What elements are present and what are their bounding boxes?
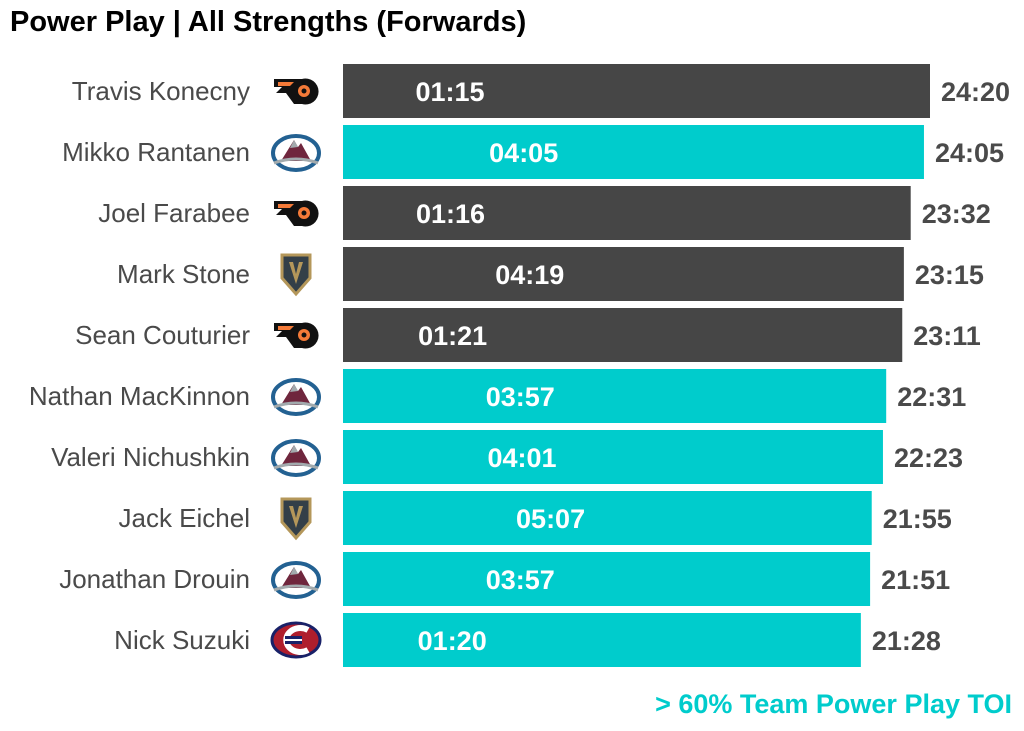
toi-bar [343,552,871,606]
bar-row: Valeri Nichushkin 04:01 22:23 [51,430,963,484]
pp-toi-label: 01:15 [416,77,485,107]
player-name-label: Mikko Rantanen [62,137,250,167]
player-name-label: Nick Suzuki [114,625,250,655]
toi-bar [343,64,930,118]
total-toi-label: 21:28 [872,626,941,656]
total-toi-label: 22:23 [894,443,963,473]
toi-bar [343,125,924,179]
flyers-logo-icon [274,78,319,105]
golden-knights-logo-icon [280,497,312,541]
pp-toi-label: 04:01 [487,443,556,473]
toi-bar [343,369,887,423]
bar-row: Nathan MacKinnon 03:57 22:31 [29,369,966,423]
player-name-label: Joel Farabee [98,198,250,228]
player-name-label: Travis Konecny [72,76,250,106]
player-name-label: Mark Stone [117,259,250,289]
pp-toi-label: 04:05 [489,138,558,168]
avalanche-logo-icon [271,134,321,172]
toi-bar [343,613,861,667]
player-name-label: Nathan MacKinnon [29,381,250,411]
bar-row: Nick Suzuki 01:20 21:28 [114,613,941,667]
total-toi-label: 23:15 [915,260,984,290]
pp-toi-label: 01:20 [418,626,487,656]
pp-toi-label: 03:57 [486,565,555,595]
player-name-label: Jonathan Drouin [59,564,250,594]
avalanche-logo-icon [271,378,321,416]
player-name-label: Valeri Nichushkin [51,442,250,472]
bar-row: Mark Stone 04:19 23:15 [117,247,984,301]
player-name-label: Sean Couturier [75,320,250,350]
avalanche-logo-icon [271,561,321,599]
flyers-logo-icon [274,322,319,349]
player-name-label: Jack Eichel [119,503,251,533]
pp-toi-label: 05:07 [516,504,585,534]
total-toi-label: 21:55 [883,504,952,534]
toi-bar [343,430,883,484]
toi-bar [343,247,904,301]
total-toi-label: 24:05 [935,138,1004,168]
total-toi-label: 21:51 [881,565,950,595]
bar-row: Jack Eichel 05:07 21:55 [119,491,952,545]
bar-row: Joel Farabee 01:16 23:32 [98,186,991,240]
pp-toi-label: 03:57 [486,382,555,412]
total-toi-label: 23:32 [922,199,991,229]
bar-row: Travis Konecny 01:15 24:20 [72,64,1010,118]
toi-bar [343,308,903,362]
total-toi-label: 23:11 [913,321,981,351]
chart-title: Power Play | All Strengths (Forwards) [10,6,527,38]
flyers-logo-icon [274,200,319,227]
toi-bar [343,186,911,240]
avalanche-logo-icon [271,439,321,477]
bar-row: Sean Couturier 01:21 23:11 [75,308,981,362]
total-toi-label: 24:20 [941,77,1010,107]
golden-knights-logo-icon [280,253,312,297]
bar-row: Mikko Rantanen 04:05 24:05 [62,125,1004,179]
pp-toi-label: 04:19 [495,260,564,290]
toi-bar [343,491,872,545]
bar-row: Jonathan Drouin 03:57 21:51 [59,552,950,606]
legend-note: > 60% Team Power Play TOI [655,689,1012,719]
total-toi-label: 22:31 [897,382,966,412]
pp-toi-label: 01:21 [418,321,487,351]
pp-toi-label: 01:16 [416,199,485,229]
canadiens-logo-icon [270,621,322,659]
